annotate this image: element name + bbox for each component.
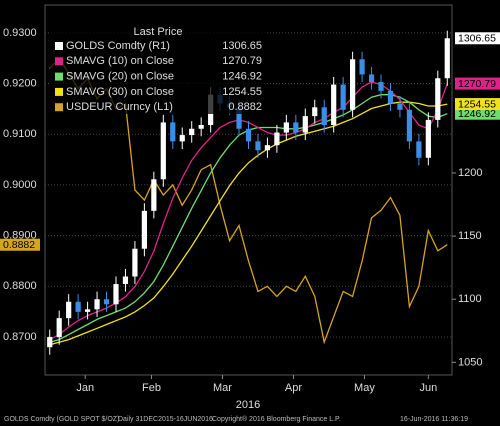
- last-value-label: 1306.65: [458, 33, 496, 45]
- candle-body: [312, 107, 318, 117]
- last-value-box: [455, 32, 500, 45]
- legend-value: 1254.55: [222, 86, 262, 98]
- candle-body: [359, 59, 365, 75]
- x-tick-label: Apr: [285, 382, 302, 394]
- x-tick-label: Jan: [76, 382, 94, 394]
- y-tick-label: 0.9100: [3, 128, 37, 140]
- footer-text: Copyright® 2016 Bloomberg Finance L.P.: [212, 415, 341, 423]
- y-tick-label: 0.8800: [3, 280, 37, 292]
- x-tick-label: May: [354, 382, 375, 394]
- footer-text: GOLDS Comdty (GOLD SPOT $/OZ): [4, 416, 119, 423]
- candle-body: [331, 84, 337, 125]
- series-line: [49, 101, 448, 346]
- candle-body: [103, 299, 110, 305]
- candle-body: [56, 318, 62, 338]
- y2-tick-label: 1100: [458, 293, 482, 305]
- candle-body: [283, 122, 289, 133]
- legend-label: USDEUR Curncy (L1): [66, 101, 173, 113]
- x-tick-label: Jun: [419, 382, 437, 394]
- candle-body: [47, 337, 53, 348]
- legend-value: 1306.65: [222, 40, 262, 52]
- candle-body: [94, 299, 100, 310]
- y-tick-label: 0.8700: [3, 331, 37, 343]
- y-tick-label: 0.9300: [3, 27, 37, 39]
- footer-text: Daily 31DEC2015-16JUN2016: [118, 416, 213, 423]
- candle-body: [274, 132, 280, 146]
- y2-tick-label: 1200: [458, 167, 482, 179]
- legend-label: SMAVG (20) on Close: [66, 71, 174, 83]
- last-value-label: 1254.55: [458, 98, 496, 110]
- candle-body: [160, 122, 166, 180]
- legend-label: GOLDS Comdty (R1): [66, 40, 170, 52]
- candle-body: [132, 248, 138, 277]
- candle-body: [113, 284, 119, 305]
- candle-body: [444, 38, 450, 79]
- legend-swatch: [55, 72, 63, 81]
- candle-body: [416, 141, 422, 158]
- candle-body: [245, 128, 252, 142]
- candle-body: [264, 145, 271, 151]
- y2-tick-label: 1050: [458, 356, 482, 368]
- candle-body: [255, 141, 261, 151]
- last-value-box: [455, 98, 500, 111]
- y2-tick-label: 1150: [458, 230, 482, 242]
- legend-label: SMAVG (10) on Close: [66, 55, 174, 67]
- legend-title: Last Price: [134, 26, 183, 38]
- candle-body: [198, 124, 204, 129]
- x-group-label: 2016: [236, 399, 260, 411]
- candle-body: [425, 119, 431, 158]
- candle-body: [293, 122, 299, 133]
- candle-body: [170, 122, 176, 142]
- x-tick-label: Feb: [142, 382, 161, 394]
- candle-body: [141, 210, 147, 249]
- candle-body: [75, 301, 81, 312]
- legend-value: 0.8882: [228, 101, 262, 113]
- last-value-label: 1270.79: [458, 78, 496, 90]
- candle-body: [387, 90, 394, 104]
- candle-body: [189, 128, 195, 136]
- legend-swatch: [55, 103, 63, 112]
- candle-body: [66, 301, 72, 319]
- footer-text: 16-Jun-2016 11:36:19: [400, 416, 468, 423]
- candle-body: [84, 309, 91, 312]
- candle-body: [236, 107, 242, 129]
- candle-body: [122, 276, 129, 285]
- candle-body: [378, 82, 384, 91]
- y-tick-label: 0.9200: [3, 77, 37, 89]
- candle-body: [340, 84, 346, 110]
- candle-body: [435, 78, 441, 120]
- legend-swatch: [55, 87, 63, 96]
- candle-body: [151, 179, 157, 211]
- legend-value: 1270.79: [222, 55, 262, 67]
- legend-value: 1246.92: [222, 71, 262, 83]
- last-value-box: [0, 238, 40, 251]
- y-tick-label: 0.9000: [3, 179, 37, 191]
- last-value-box: [455, 107, 500, 120]
- candle-body: [179, 135, 185, 142]
- legend-label: SMAVG (30) on Close: [66, 86, 174, 98]
- legend-swatch: [55, 42, 63, 50]
- candle-body: [350, 59, 356, 110]
- x-tick-label: Mar: [213, 382, 232, 394]
- candle-body: [406, 109, 413, 142]
- legend-swatch: [55, 57, 63, 66]
- candle-body: [368, 74, 375, 83]
- candle-body: [397, 103, 403, 110]
- candle-body: [302, 116, 308, 133]
- y-tick-label: 0.8900: [3, 230, 37, 242]
- last-value-label: 0.8882: [3, 239, 35, 251]
- candle-body: [321, 107, 327, 125]
- last-value-box: [455, 77, 500, 90]
- last-value-label: 1246.92: [458, 108, 496, 120]
- legend-box: [50, 22, 265, 114]
